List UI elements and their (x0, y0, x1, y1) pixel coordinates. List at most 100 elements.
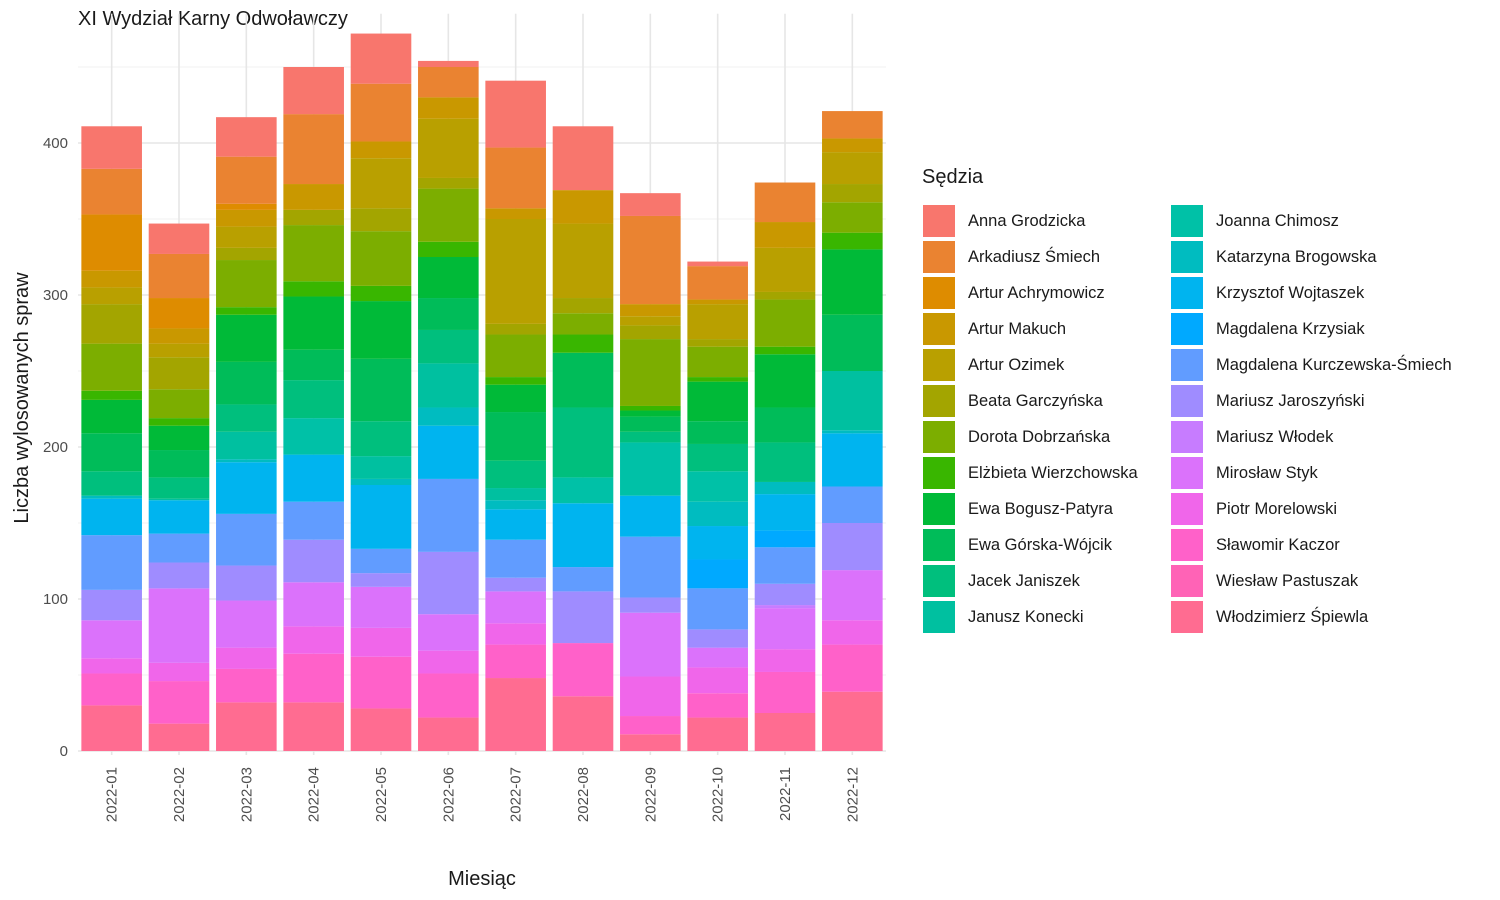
axes: 0 100 200 300 400 2022-01 2022-02 2022-03 2022-0… (43, 135, 861, 822)
bar-segment (754, 713, 816, 751)
bar-segment (81, 495, 142, 499)
bar-segment (485, 323, 546, 335)
bar-segment (81, 270, 142, 288)
x-tick-label: 2022-04 (306, 767, 323, 822)
legend-item: Joanna Chimosz (1170, 203, 1470, 239)
bar-segment (216, 668, 277, 703)
legend-item: Magdalena Kurczewska-Śmiech (1170, 347, 1470, 383)
legend-item: Mariusz Włodek (1170, 419, 1470, 455)
bar-segment (687, 299, 748, 305)
bar-segment (687, 381, 748, 422)
bar-segment (350, 208, 412, 232)
bar-segment (552, 696, 614, 751)
legend-swatch (1170, 564, 1204, 598)
bar-segment (485, 460, 546, 489)
y-axis-title: Liczba wylosowanych spraw (11, 272, 33, 524)
bar-segment (216, 247, 277, 261)
x-tick-label: 2022-02 (171, 767, 188, 822)
bar-segment (216, 226, 277, 248)
bar-segment (754, 649, 816, 672)
legend-item: Magdalena Krzysiak (1170, 311, 1470, 347)
legend-label: Ewa Bogusz-Patyra (968, 499, 1113, 518)
legend-label: Mariusz Włodek (1216, 427, 1334, 446)
bar-segment (754, 481, 816, 495)
legend-label: Beata Garczyńska (968, 391, 1103, 410)
bar-segment (350, 485, 412, 549)
bar-segment (822, 232, 883, 250)
legend-item: Jacek Janiszek (922, 563, 1170, 599)
bar-segment (418, 60, 479, 67)
legend-label: Artur Makuch (968, 319, 1067, 338)
bar-segment (148, 328, 210, 344)
bar-segment (822, 371, 883, 431)
bar-segment (552, 477, 614, 504)
legend-item: Piotr Morelowski (1170, 491, 1470, 527)
bar-segment (350, 285, 412, 302)
bar-segment (283, 184, 344, 210)
legend-label: Mirosław Styk (1216, 463, 1318, 482)
bar-segment (350, 141, 412, 159)
bar-segment (350, 33, 412, 84)
legend-item: Mariusz Jaroszyński (1170, 383, 1470, 419)
bar-segment (485, 147, 546, 209)
bar-segment (754, 354, 816, 408)
bar-segment (754, 182, 816, 223)
legend-label: Wiesław Pastuszak (1216, 571, 1359, 590)
bar-segment (552, 591, 614, 644)
legend-item: Janusz Konecki (922, 599, 1170, 635)
legend-swatch (922, 348, 956, 382)
bar-segment (350, 478, 412, 485)
legend-swatch (922, 600, 956, 634)
legend-item: Elżbieta Wierzchowska (922, 455, 1170, 491)
legend-swatch (922, 420, 956, 454)
bar-segment (485, 334, 546, 378)
bar-segment (81, 168, 142, 215)
bar-segment (148, 533, 210, 563)
bar-segment (822, 430, 883, 434)
bar-segment (687, 471, 748, 502)
bar-segment (754, 222, 816, 248)
bar-segment (81, 673, 142, 706)
bar-segment (283, 114, 344, 185)
bar-segment (552, 352, 614, 408)
y-tick-label: 400 (43, 135, 68, 152)
bar-segment (822, 691, 883, 751)
legend-title: Sędzia (922, 166, 984, 188)
bar-segment (350, 708, 412, 751)
bar-segment (283, 380, 344, 419)
bar-segment (216, 117, 277, 157)
legend-label: Krzysztof Wojtaszek (1216, 283, 1365, 302)
bar-segment (485, 500, 546, 510)
bar-segment (822, 138, 883, 153)
bar-segment (485, 384, 546, 413)
x-tick-label: 2022-07 (508, 767, 525, 822)
bar-segment (216, 513, 277, 566)
legend-item: Sławomir Kaczor (1170, 527, 1470, 563)
x-tick-label: 2022-06 (440, 767, 457, 822)
bar-segment (754, 291, 816, 300)
chart-title: XI Wydział Karny Odwoławczy (78, 8, 348, 30)
bar-segment (350, 586, 412, 628)
bar-segment (485, 80, 546, 148)
legend-label: Magdalena Krzysiak (1216, 319, 1365, 338)
bar-segment (620, 676, 681, 717)
bar-segment (418, 298, 479, 330)
legend-swatch (922, 384, 956, 418)
bar-segment (350, 358, 412, 422)
legend-swatch (1170, 600, 1204, 634)
legend-label: Anna Grodzicka (968, 211, 1086, 230)
bar-segment (620, 339, 681, 406)
bar-segment (822, 570, 883, 621)
bar-segment (552, 567, 614, 592)
bar-segment (687, 421, 748, 444)
bar-segment (216, 702, 277, 751)
legend-label: Artur Ozimek (968, 355, 1065, 374)
legend-label: Piotr Morelowski (1216, 499, 1338, 518)
bar-segment (485, 208, 546, 219)
legend-swatch (922, 312, 956, 346)
bar-segment (687, 443, 748, 472)
bar-segment (822, 249, 883, 315)
legend-label: Dorota Dobrzańska (968, 427, 1111, 446)
bar-segment (754, 671, 816, 713)
bar-segment (148, 477, 210, 499)
